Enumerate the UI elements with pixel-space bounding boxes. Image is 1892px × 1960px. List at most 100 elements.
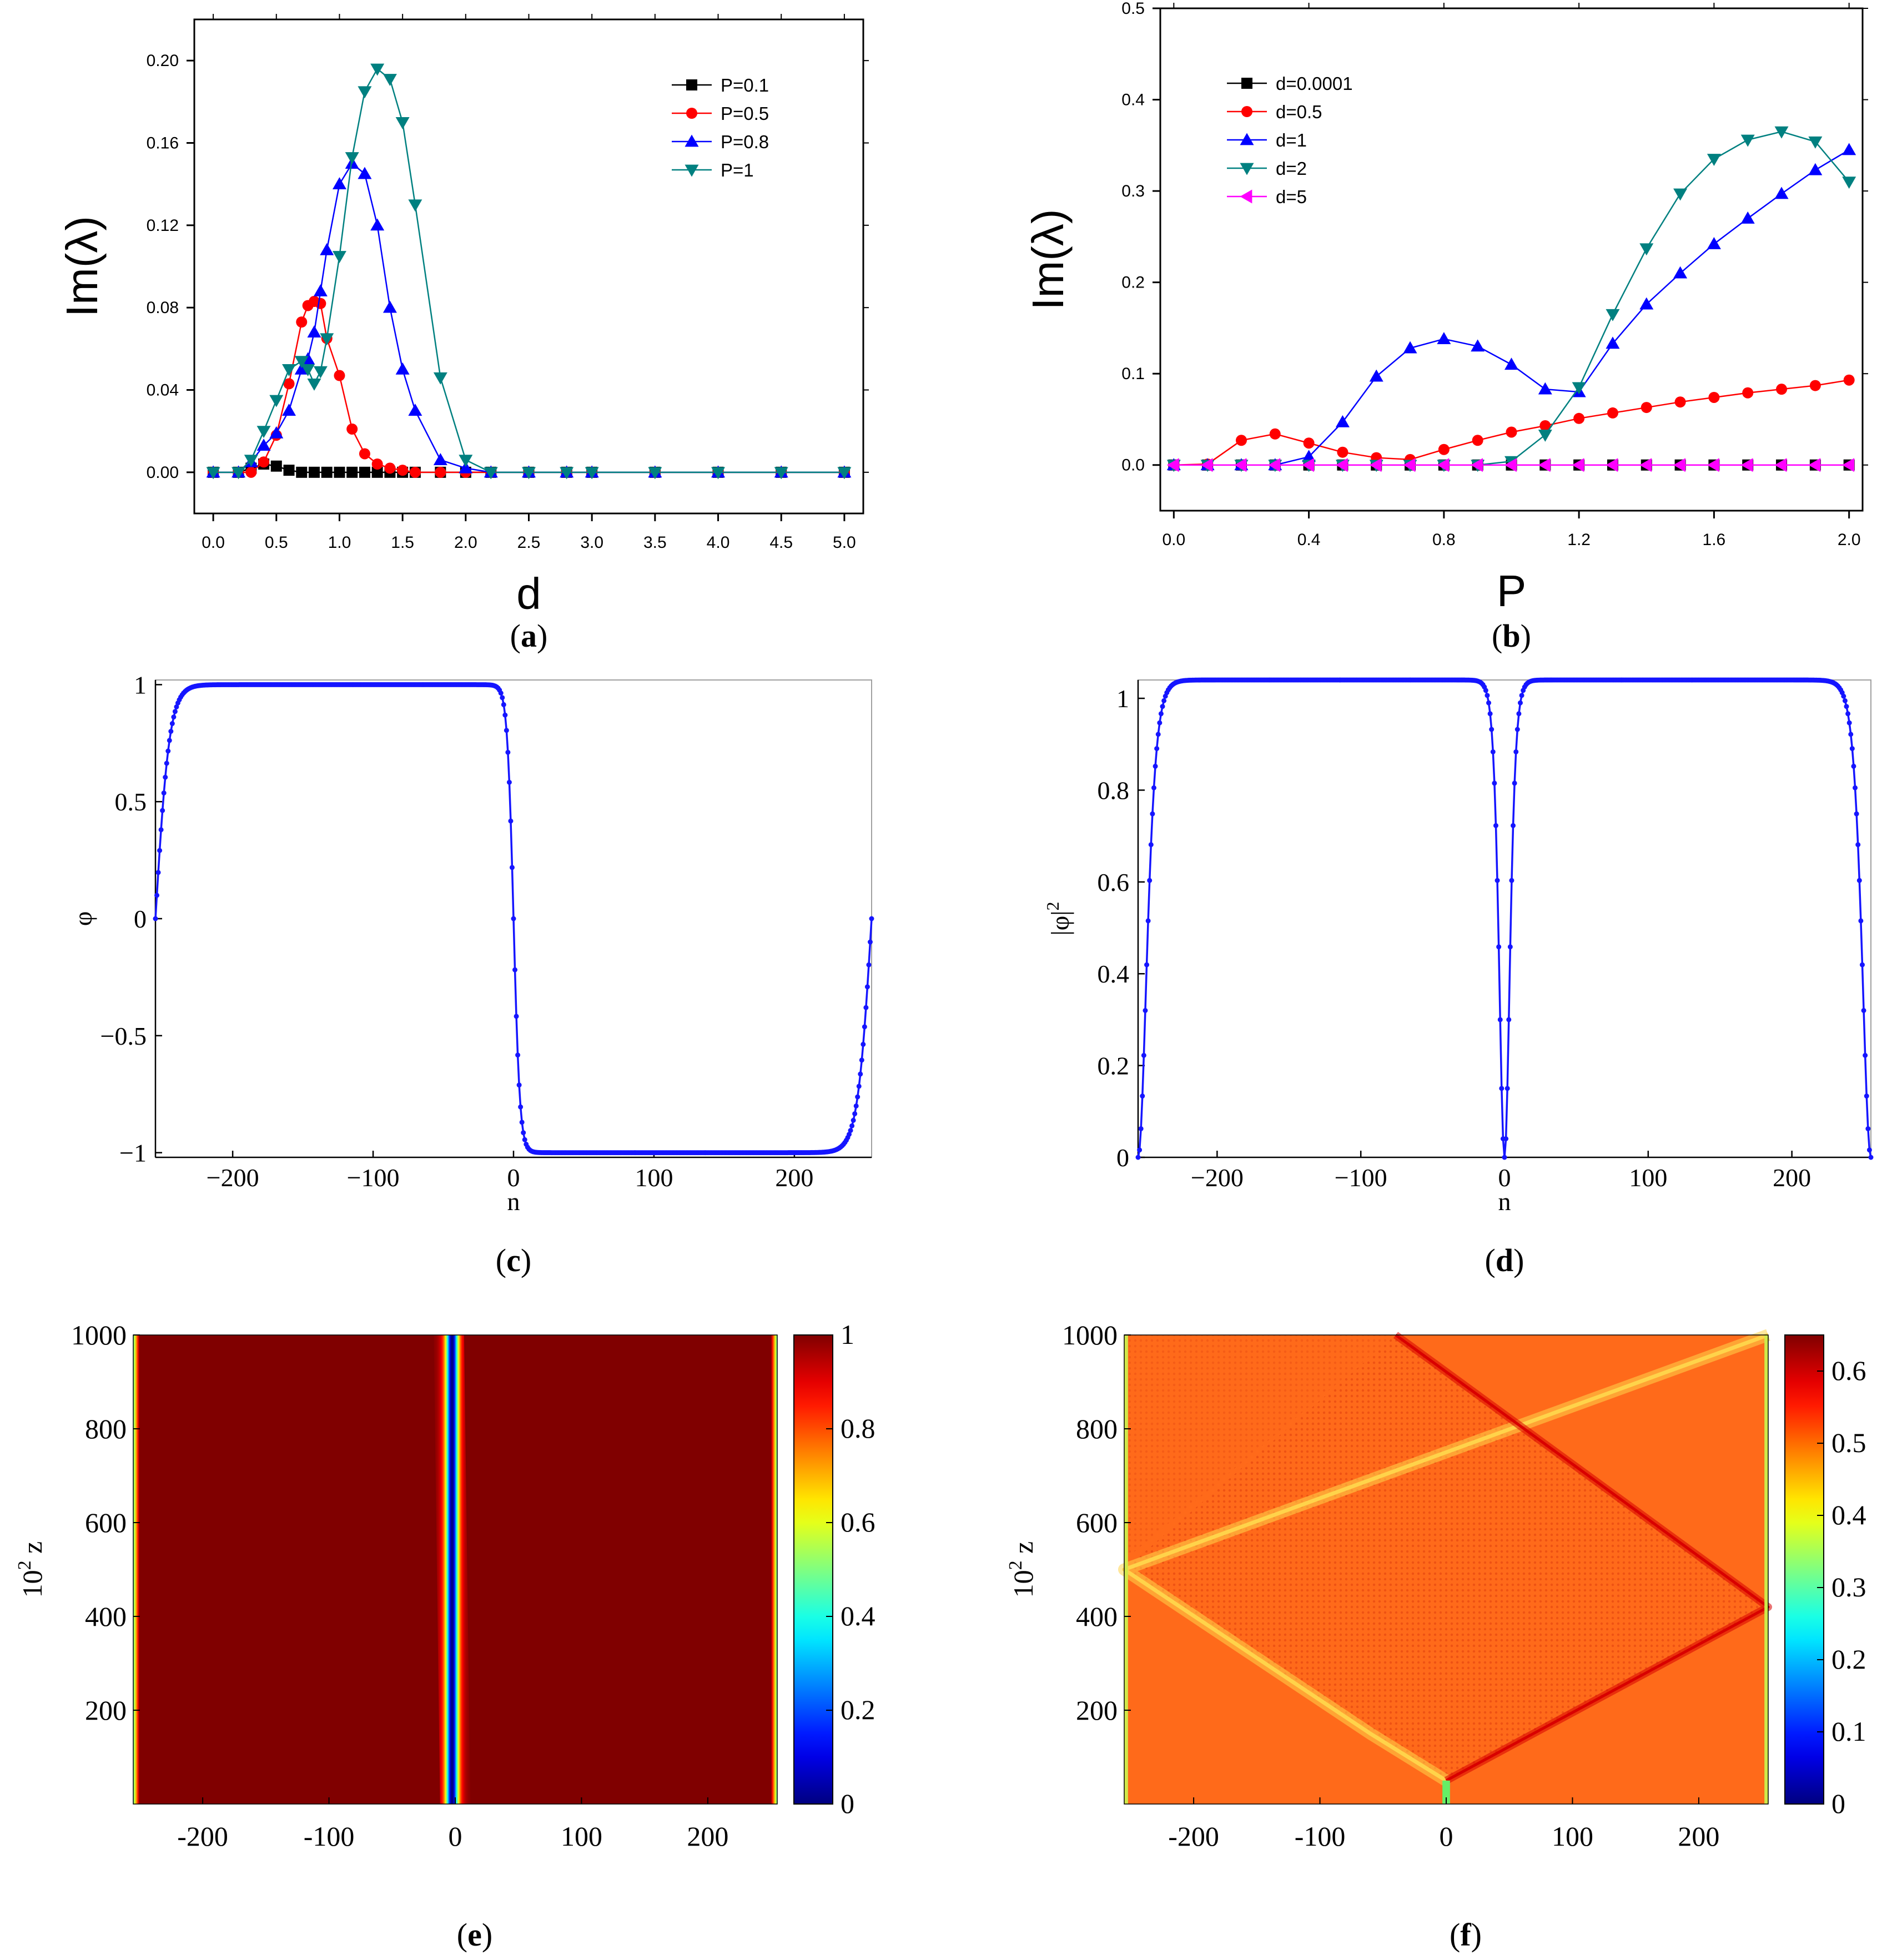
legend-label: P=1 [721,160,754,180]
data-point [269,395,284,407]
legend-marker [685,164,699,177]
data-point [1606,336,1620,349]
x-axis-label: n [1498,1187,1511,1216]
data-point [1303,437,1315,449]
y-tick-label: −0.5 [100,1022,147,1050]
data-point [294,356,309,369]
data-point [258,456,270,468]
data-point [165,748,171,754]
data-point [1369,369,1383,382]
x-tick-label: −200 [207,1163,259,1192]
y-axis-label: Im(λ) [57,216,107,317]
data-point [161,790,167,796]
colorbar-tick-label: 0.4 [841,1600,875,1631]
data-point [1495,878,1500,883]
data-point [861,1041,866,1047]
data-point [1147,878,1153,883]
data-point [1490,749,1496,754]
data-point [334,466,345,478]
data-point [171,714,177,720]
data-point [1539,420,1551,431]
series-line [213,68,844,473]
data-point [397,465,409,476]
data-point [313,366,328,379]
data-point [1493,823,1498,828]
data-point [1302,458,1314,472]
data-point [869,916,874,921]
panel-f: -200 -100 0 100 200 200 400 600 800 1000 102 z 0 0.1… [1005,1319,1866,1852]
data-point [1486,700,1492,706]
data-point [1135,1155,1141,1160]
data-point [484,467,498,480]
x-tick-label: 0.8 [1432,531,1456,549]
legend-label: P=0.1 [721,75,769,95]
data-point [1740,458,1753,472]
data-point [774,467,788,480]
data-point [1235,435,1247,446]
data-point [1868,1155,1874,1160]
data-point [1513,749,1519,754]
data-point [1607,407,1618,419]
data-point [307,325,321,338]
heatmap-edge-band [1124,1335,1128,1804]
data-point [855,1094,861,1100]
data-point [1161,698,1167,703]
data-point [1145,918,1151,924]
data-point [346,423,358,435]
x-tick-label: -200 [177,1821,228,1852]
data-point [560,467,574,480]
data-point [1844,704,1849,709]
data-point [1403,341,1417,354]
series-profile [1135,677,1874,1160]
data-point [232,467,246,480]
colorbar-tick-label: 0.4 [1831,1499,1866,1530]
data-point [1863,1052,1868,1058]
y-tick-label: 0 [134,905,147,933]
x-tick-label: 3.5 [643,533,667,552]
y-axis-label: Im(λ) [1023,209,1073,310]
y-axis-label-base: 10 [17,1570,48,1598]
data-point [315,298,326,309]
data-point [1158,711,1164,717]
data-point [1866,1147,1872,1153]
data-point [1841,693,1846,699]
data-point [245,466,257,478]
y-tick-label: 0.4 [1121,91,1145,109]
data-point [1538,458,1551,472]
data-point [1502,1155,1507,1160]
data-point [1154,746,1160,752]
data-point [1499,1086,1504,1091]
legend-label: d=1 [1276,130,1307,150]
x-tick-label: 1.6 [1703,531,1726,549]
data-point [1776,384,1788,395]
caption-text-b: (b) [1492,618,1531,654]
y-axis-label-var: z [1008,1541,1039,1561]
colorbar-tick-label: 0.6 [841,1506,875,1538]
data-point [383,300,397,313]
data-point [283,378,295,390]
data-point [1855,842,1861,848]
x-tick-label: 5.0 [833,533,856,552]
data-point [1641,402,1652,414]
data-point [296,316,308,328]
data-point [1160,704,1165,709]
data-point [1573,412,1585,424]
data-point [1492,780,1497,786]
data-point [1848,732,1854,737]
data-point [168,729,174,734]
data-point [167,738,172,743]
data-point [1143,1007,1148,1013]
data-point [1673,188,1688,201]
data-point [837,467,852,480]
y-tick-label: 0.20 [147,52,179,70]
series-d=2 [1166,126,1856,472]
x-tick-label: 200 [687,1821,728,1852]
series-line [1174,130,1850,466]
data-point [408,199,422,212]
data-point [1774,458,1787,472]
data-point [1846,720,1852,725]
data-point [256,426,271,439]
data-point [383,74,397,87]
caption-close-paren: ) [1471,1917,1482,1953]
